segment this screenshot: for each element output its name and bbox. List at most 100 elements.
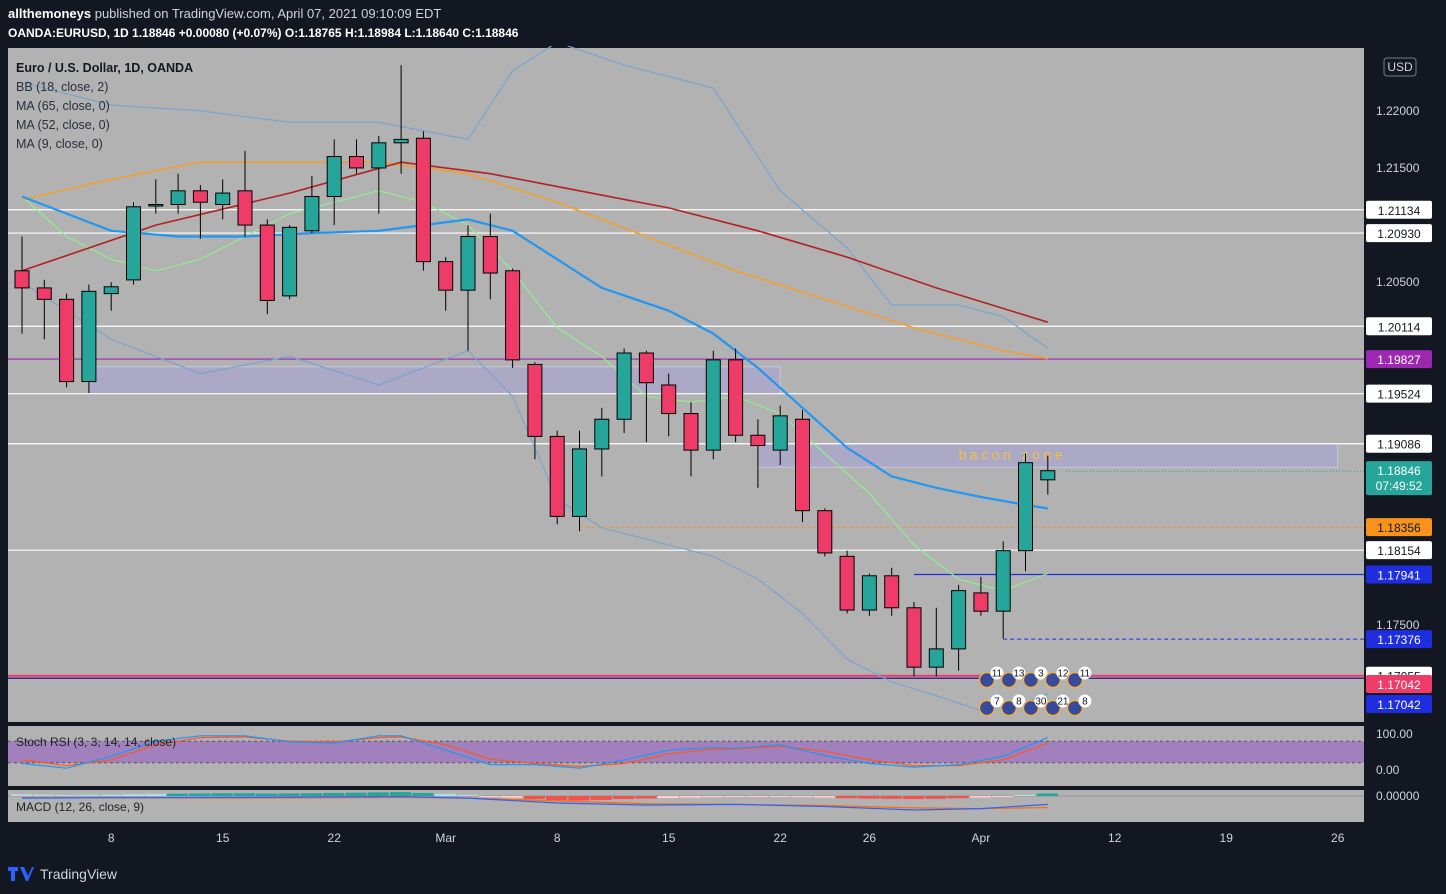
candle-body-3 bbox=[81, 290, 97, 383]
event-top-marker-4 bbox=[1066, 671, 1084, 689]
candle-body-5 bbox=[126, 206, 141, 281]
event-bottom-count-bubble-4 bbox=[1078, 694, 1092, 708]
macd-hist-bar-13 bbox=[300, 793, 323, 796]
macd-hist-bar-9 bbox=[211, 793, 233, 796]
macd-tick-0: 0.00000 bbox=[1376, 789, 1420, 803]
macd-hist-bar-1 bbox=[33, 794, 55, 796]
x-tick-8: Apr bbox=[972, 831, 991, 845]
candle-body-38 bbox=[861, 575, 877, 611]
macd-hist-bar-18 bbox=[412, 792, 434, 796]
candle-body-7 bbox=[170, 190, 186, 206]
tradingview-logo-icon bbox=[8, 867, 34, 881]
price-tag-label-10: 1.17376 bbox=[1377, 633, 1421, 647]
stoch-k-line bbox=[21, 735, 1049, 769]
price-tag-label-0: 1.21134 bbox=[1378, 204, 1421, 218]
candle-body-12 bbox=[282, 226, 298, 297]
legend-item-2: MA (65, close, 0) bbox=[16, 99, 110, 113]
candle-body-30 bbox=[683, 413, 699, 451]
publisher-name[interactable]: allthemoneys bbox=[8, 6, 92, 21]
macd-hist-bar-43 bbox=[969, 796, 992, 798]
price-tag-10 bbox=[1366, 630, 1432, 649]
macd-hist-bar-44 bbox=[992, 796, 1014, 797]
candle-body-32 bbox=[728, 359, 744, 436]
footer-brand[interactable]: TradingView bbox=[40, 866, 118, 882]
price-tag-label-3: 1.19827 bbox=[1377, 353, 1421, 367]
macd-hist-bar-19 bbox=[434, 793, 456, 796]
macd-hist-bar-41 bbox=[925, 796, 947, 799]
candle-body-26 bbox=[594, 418, 610, 450]
price-tag-9 bbox=[1366, 565, 1432, 584]
macd-pane bbox=[8, 790, 1364, 822]
event-top-count-0: 11 bbox=[992, 669, 1003, 680]
symbol-name: OANDA:EURUSD, 1D bbox=[8, 26, 129, 40]
open-label: O: bbox=[284, 26, 299, 40]
macd-hist-bar-39 bbox=[880, 796, 902, 799]
footer: TradingView bbox=[8, 866, 117, 882]
legend-item-0: Euro / U.S. Dollar, 1D, OANDA bbox=[16, 61, 193, 75]
macd-hist-bar-33 bbox=[746, 796, 769, 797]
candle-body-28 bbox=[638, 352, 654, 384]
price-tag-label-9: 1.17941 bbox=[1377, 569, 1421, 583]
candle-body-43 bbox=[973, 592, 989, 612]
event-top-count-bubble-4 bbox=[1078, 666, 1092, 680]
macd-hist-bar-17 bbox=[389, 792, 412, 796]
candle-body-33 bbox=[750, 434, 766, 447]
macd-hist-bar-28 bbox=[635, 796, 657, 799]
event-bottom-marker-1 bbox=[1000, 699, 1018, 717]
price-tag-4 bbox=[1366, 384, 1432, 403]
macd-label: MACD (12, 26, close, 9) bbox=[16, 800, 144, 814]
badge-0 bbox=[1366, 675, 1432, 693]
low-value: 1.18640 bbox=[415, 26, 460, 40]
macd-hist-bar-15 bbox=[345, 792, 367, 796]
close-value: 1.18846 bbox=[475, 26, 519, 40]
price-tag-1 bbox=[1366, 224, 1432, 243]
macd-hist-bar-5 bbox=[122, 794, 144, 796]
candle-body-34 bbox=[772, 415, 788, 451]
price-tag-label-1: 1.20930 bbox=[1377, 227, 1421, 241]
candle-body-6 bbox=[148, 204, 164, 207]
candle-body-15 bbox=[349, 156, 364, 169]
candle-body-37 bbox=[839, 555, 855, 611]
macd-hist-bar-11 bbox=[256, 793, 278, 796]
candle-body-8 bbox=[192, 190, 208, 203]
high-value: 1.18984 bbox=[357, 26, 401, 40]
event-top-marker-1 bbox=[1000, 671, 1018, 689]
stoch-tick-100: 100.00 bbox=[1376, 727, 1413, 741]
ohlc-bar: OANDA:EURUSD, 1D 1.18846 +0.00080 (+0.07… bbox=[8, 26, 518, 40]
event-top-count-4: 11 bbox=[1080, 669, 1091, 680]
countdown-label: 07:49:52 bbox=[1376, 479, 1423, 493]
candle-body-23 bbox=[527, 363, 543, 437]
close-label: C: bbox=[462, 26, 476, 40]
bb-basis-line bbox=[21, 195, 1048, 510]
event-bottom-marker-4 bbox=[1066, 699, 1084, 717]
macd-hist-bar-42 bbox=[947, 796, 969, 799]
price-change: +0.00080 (+0.07%) bbox=[178, 26, 282, 40]
macd-hist-bar-4 bbox=[100, 794, 122, 796]
candle-body-0 bbox=[14, 270, 30, 289]
macd-hist-bar-40 bbox=[902, 796, 925, 800]
high-label: H: bbox=[344, 26, 358, 40]
event-bottom-count-0: 7 bbox=[994, 697, 1000, 708]
price-tag-label-5: 1.19086 bbox=[1377, 438, 1421, 452]
macd-hist-bar-24 bbox=[546, 796, 568, 801]
candle-body-24 bbox=[549, 435, 565, 517]
event-bottom-marker-2 bbox=[1022, 699, 1040, 717]
badge-label-1: 1.17042 bbox=[1377, 698, 1421, 712]
candle-body-20 bbox=[460, 235, 476, 291]
chart-area[interactable]: bacon zone Stoch RSI (3, 3, 14, 14, clos… bbox=[0, 46, 1446, 854]
candle-body-1 bbox=[36, 287, 52, 300]
event-bottom-count-bubble-1 bbox=[1012, 694, 1026, 708]
macd-hist-bar-16 bbox=[367, 792, 389, 796]
event-top-count-bubble-1 bbox=[1012, 666, 1026, 680]
stoch-label: Stoch RSI (3, 3, 14, 14, close) bbox=[16, 735, 176, 749]
x-tick-0: 8 bbox=[108, 831, 115, 845]
candle-body-2 bbox=[59, 298, 75, 383]
candle-body-10 bbox=[237, 190, 253, 226]
price-tag-label-4: 1.19524 bbox=[1377, 388, 1421, 402]
badge-1 bbox=[1366, 695, 1432, 713]
event-top-count-3: 12 bbox=[1057, 669, 1069, 680]
candle-body-25 bbox=[572, 448, 587, 517]
x-tick-7: 26 bbox=[863, 831, 877, 845]
macd-hist-bar-10 bbox=[233, 793, 256, 796]
macd-hist-bar-12 bbox=[278, 793, 300, 796]
